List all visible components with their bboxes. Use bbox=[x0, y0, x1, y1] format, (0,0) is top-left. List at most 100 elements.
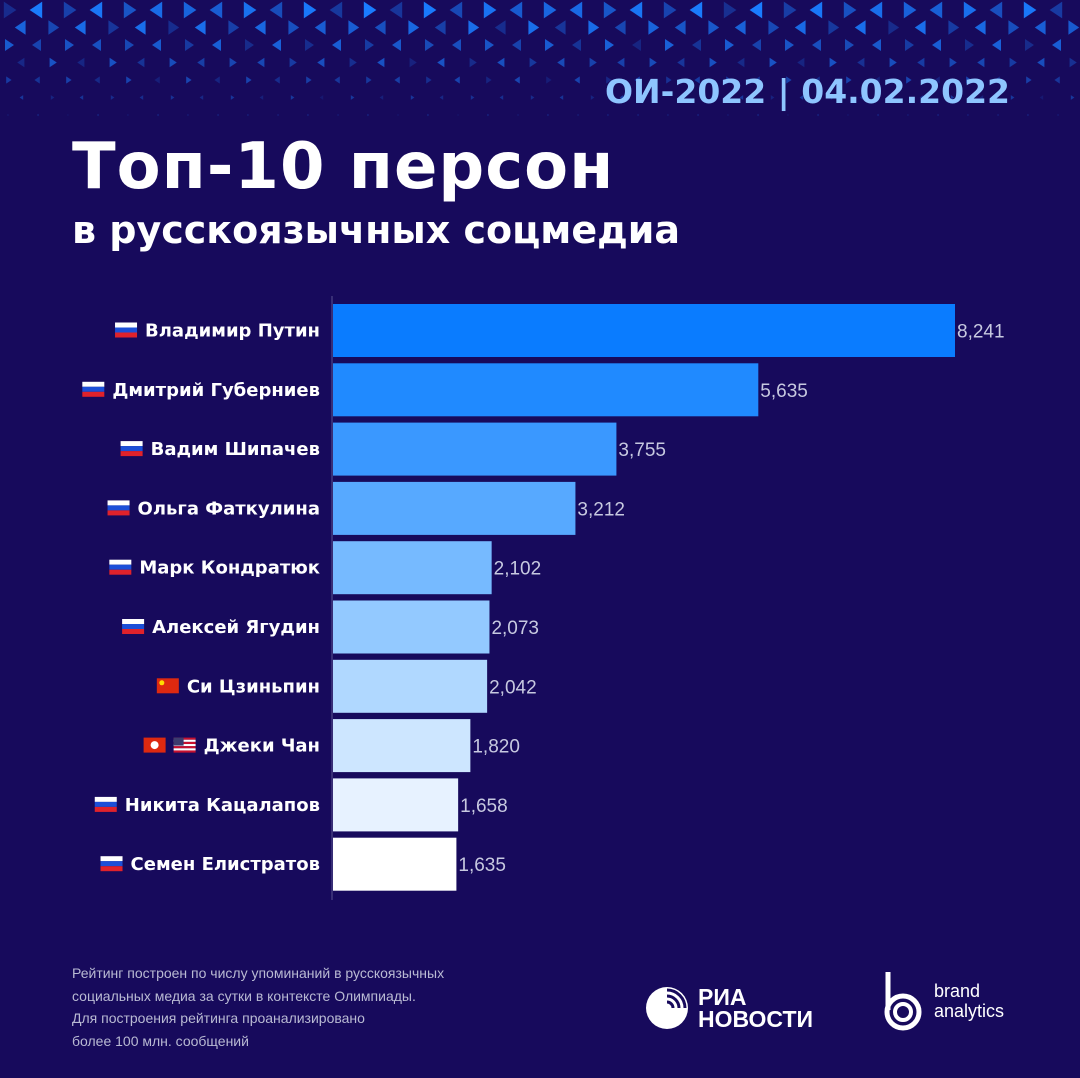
triangle-decoration bbox=[528, 20, 540, 35]
triangle-decoration bbox=[139, 95, 144, 100]
triangle-decoration bbox=[452, 39, 461, 51]
ria-logo-text: РИА bbox=[698, 984, 747, 1010]
triangle-decoration bbox=[1039, 95, 1044, 100]
triangle-decoration bbox=[199, 95, 204, 100]
triangle-decoration bbox=[932, 39, 941, 51]
triangle-decoration bbox=[425, 39, 434, 51]
triangle-decoration bbox=[950, 95, 955, 100]
page-subtitle: в русскоязычных соцмедиа bbox=[72, 208, 681, 252]
triangle-decoration bbox=[797, 57, 805, 68]
triangle-decoration bbox=[334, 76, 340, 84]
triangle-decoration bbox=[306, 76, 312, 84]
category-label: Марк Кондратюк bbox=[139, 558, 320, 579]
bar bbox=[333, 600, 490, 654]
triangle-decoration bbox=[409, 57, 417, 68]
triangle-decoration bbox=[756, 113, 759, 117]
triangle-decoration bbox=[170, 95, 175, 100]
triangle-decoration bbox=[605, 39, 614, 51]
triangle-decoration bbox=[254, 20, 266, 35]
triangle-decoration bbox=[907, 113, 910, 117]
triangle-decoration bbox=[845, 39, 854, 51]
triangle-decoration bbox=[1068, 20, 1080, 35]
triangle-decoration bbox=[486, 76, 492, 84]
triangle-decoration bbox=[92, 39, 101, 51]
triangle-decoration bbox=[1070, 95, 1075, 100]
value-label: 2,102 bbox=[494, 559, 542, 580]
triangle-decoration bbox=[530, 95, 535, 100]
triangle-decoration bbox=[1027, 113, 1030, 117]
triangle-decoration bbox=[434, 20, 446, 35]
triangle-decoration bbox=[483, 1, 497, 19]
flag-icon bbox=[143, 737, 196, 753]
triangle-decoration bbox=[336, 113, 339, 117]
triangle-decoration bbox=[77, 57, 85, 68]
triangle-decoration bbox=[197, 57, 205, 68]
triangle-decoration bbox=[152, 39, 161, 51]
triangle-decoration bbox=[437, 57, 445, 68]
triangle-decoration bbox=[914, 20, 926, 35]
triangle-decoration bbox=[48, 20, 60, 35]
triangle-decoration bbox=[754, 76, 760, 84]
triangle-decoration bbox=[854, 20, 866, 35]
ria-globe-icon bbox=[646, 987, 688, 1029]
ria-logo-text: НОВОСТИ bbox=[698, 1006, 814, 1032]
triangle-decoration bbox=[154, 76, 160, 84]
triangle-decoration bbox=[936, 113, 939, 117]
triangle-decoration bbox=[965, 39, 974, 51]
triangle-decoration bbox=[546, 76, 552, 84]
triangle-decoration bbox=[109, 57, 117, 68]
triangle-pattern-decoration bbox=[3, 1, 1080, 117]
triangle-decoration bbox=[665, 39, 674, 51]
category-label: Джеки Чан bbox=[204, 736, 320, 757]
triangle-decoration bbox=[828, 20, 840, 35]
bar bbox=[333, 541, 492, 595]
triangle-decoration bbox=[809, 1, 823, 19]
triangle-decoration bbox=[108, 20, 120, 35]
value-label: 2,073 bbox=[491, 618, 539, 639]
value-label: 1,658 bbox=[460, 796, 508, 817]
triangle-decoration bbox=[749, 1, 763, 19]
triangle-decoration bbox=[783, 1, 797, 19]
triangle-decoration bbox=[689, 1, 703, 19]
triangle-decoration bbox=[485, 39, 494, 51]
triangle-decoration bbox=[996, 113, 999, 117]
triangle-decoration bbox=[634, 76, 640, 84]
triangle-decoration bbox=[674, 20, 686, 35]
triangle-decoration bbox=[977, 57, 985, 68]
triangle-decoration bbox=[209, 1, 223, 19]
triangle-decoration bbox=[272, 39, 281, 51]
triangle-decoration bbox=[709, 57, 717, 68]
triangle-decoration bbox=[919, 95, 924, 100]
triangle-decoration bbox=[377, 57, 385, 68]
note-line: социальных медиа за сутки в контексте Ол… bbox=[72, 987, 416, 1004]
triangle-decoration bbox=[449, 1, 463, 19]
triangle-decoration bbox=[216, 113, 219, 117]
event-date-tag: ОИ-2022 | 04.02.2022 bbox=[604, 72, 1010, 111]
brand-analytics-logo: brand analytics bbox=[880, 970, 1004, 1032]
triangle-decoration bbox=[994, 76, 1000, 84]
triangle-decoration bbox=[554, 20, 566, 35]
triangle-decoration bbox=[974, 20, 986, 35]
bar bbox=[333, 719, 471, 773]
triangle-decoration bbox=[6, 76, 12, 84]
triangle-decoration bbox=[332, 39, 341, 51]
triangle-decoration bbox=[243, 1, 257, 19]
triangle-decoration bbox=[770, 95, 775, 100]
triangle-decoration bbox=[648, 20, 660, 35]
triangle-decoration bbox=[269, 1, 283, 19]
triangle-decoration bbox=[365, 39, 374, 51]
ria-novosti-logo: РИА НОВОСТИ bbox=[644, 985, 813, 1031]
flag-icon bbox=[109, 559, 132, 575]
triangle-decoration bbox=[290, 95, 295, 100]
triangle-decoration bbox=[67, 113, 70, 117]
triangle-decoration bbox=[349, 57, 357, 68]
triangle-decoration bbox=[1026, 76, 1032, 84]
triangle-decoration bbox=[557, 57, 565, 68]
triangle-decoration bbox=[137, 57, 145, 68]
category-label: Никита Кацалапов bbox=[125, 795, 320, 816]
triangle-decoration bbox=[317, 57, 325, 68]
triangle-decoration bbox=[710, 95, 715, 100]
triangle-decoration bbox=[470, 95, 475, 100]
triangle-decoration bbox=[156, 113, 159, 117]
flag-icon bbox=[100, 856, 123, 872]
